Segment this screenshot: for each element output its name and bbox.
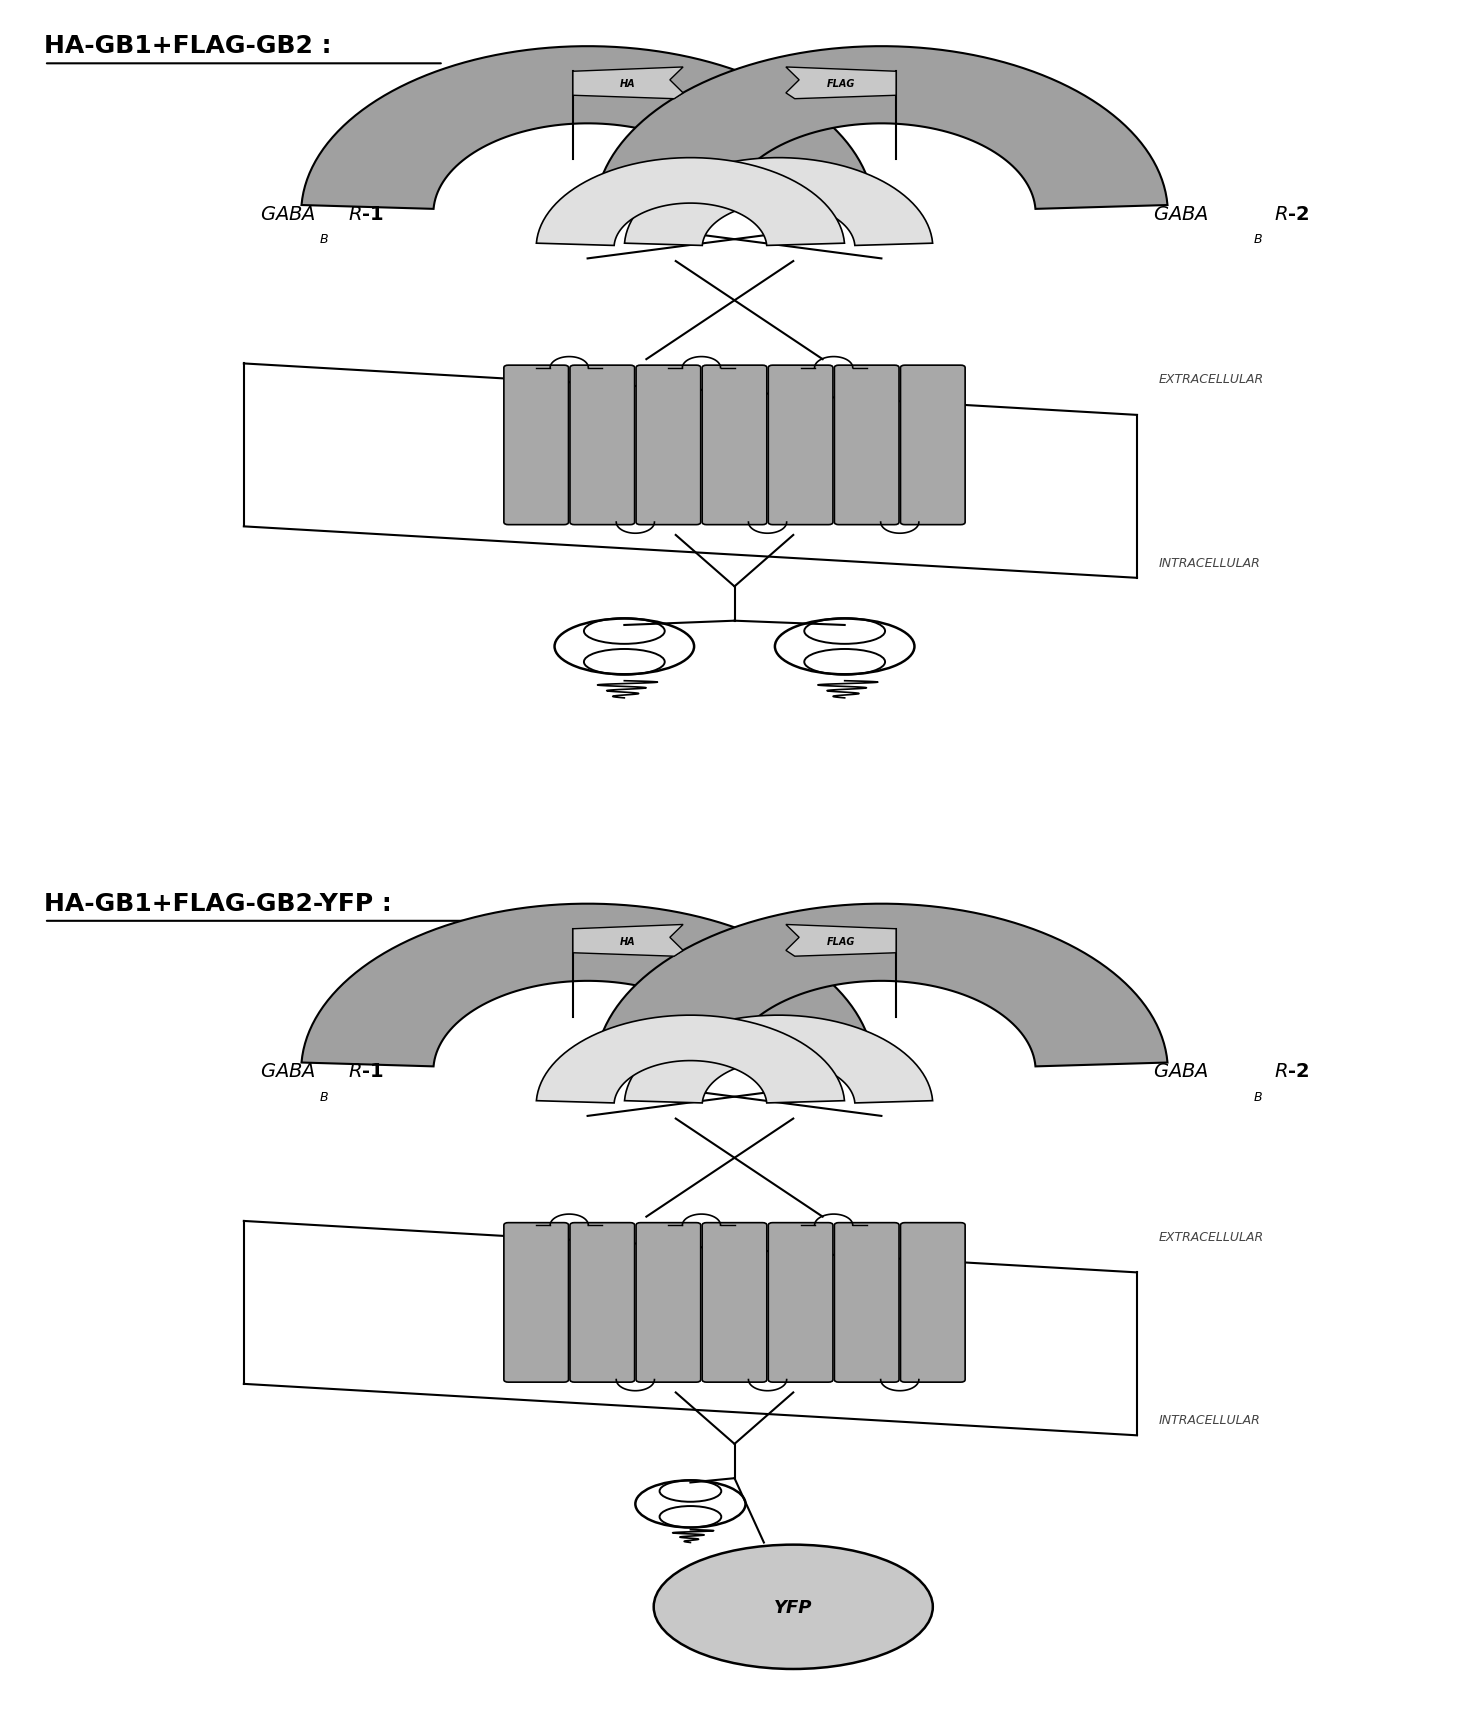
Text: FLAG: FLAG — [827, 936, 855, 946]
Text: EXTRACELLULAR: EXTRACELLULAR — [1159, 374, 1265, 386]
Text: $\mathit{GABA}$: $\mathit{GABA}$ — [260, 204, 316, 225]
Text: $\mathit{R}$-1: $\mathit{R}$-1 — [348, 1061, 383, 1082]
Polygon shape — [536, 1016, 845, 1104]
Text: $\mathit{B}$: $\mathit{B}$ — [319, 233, 329, 247]
FancyBboxPatch shape — [570, 365, 635, 524]
Text: HA-GB1+FLAG-GB2-YFP :: HA-GB1+FLAG-GB2-YFP : — [44, 891, 392, 915]
Polygon shape — [786, 926, 896, 956]
Polygon shape — [301, 905, 874, 1066]
Ellipse shape — [654, 1544, 933, 1669]
Polygon shape — [536, 159, 845, 247]
Polygon shape — [573, 926, 683, 956]
Text: INTRACELLULAR: INTRACELLULAR — [1159, 1414, 1260, 1426]
FancyBboxPatch shape — [702, 1224, 767, 1381]
Text: YFP: YFP — [774, 1597, 812, 1616]
Polygon shape — [624, 159, 933, 247]
Text: $\mathit{GABA}$: $\mathit{GABA}$ — [1153, 1061, 1209, 1082]
Polygon shape — [624, 1016, 933, 1104]
Polygon shape — [573, 69, 683, 99]
Text: HA: HA — [620, 79, 636, 89]
FancyBboxPatch shape — [768, 365, 833, 524]
Text: HA-GB1+FLAG-GB2 :: HA-GB1+FLAG-GB2 : — [44, 34, 332, 58]
FancyBboxPatch shape — [702, 365, 767, 524]
Text: $\mathit{R}$-2: $\mathit{R}$-2 — [1274, 204, 1309, 225]
FancyBboxPatch shape — [570, 1224, 635, 1381]
FancyBboxPatch shape — [636, 1224, 701, 1381]
FancyBboxPatch shape — [900, 1224, 965, 1381]
Text: $\mathit{B}$: $\mathit{B}$ — [1253, 1090, 1263, 1104]
Text: $\mathit{GABA}$: $\mathit{GABA}$ — [1153, 204, 1209, 225]
Polygon shape — [595, 905, 1168, 1066]
Polygon shape — [595, 48, 1168, 209]
FancyBboxPatch shape — [768, 1224, 833, 1381]
FancyBboxPatch shape — [636, 365, 701, 524]
Polygon shape — [301, 48, 874, 209]
Text: $\mathit{GABA}$: $\mathit{GABA}$ — [260, 1061, 316, 1082]
Text: FLAG: FLAG — [827, 79, 855, 89]
Text: EXTRACELLULAR: EXTRACELLULAR — [1159, 1231, 1265, 1243]
Text: $\mathit{B}$: $\mathit{B}$ — [1253, 233, 1263, 247]
Text: HA: HA — [620, 936, 636, 946]
Text: $\mathit{B}$: $\mathit{B}$ — [319, 1090, 329, 1104]
Text: $\mathit{R}$-2: $\mathit{R}$-2 — [1274, 1061, 1309, 1082]
FancyBboxPatch shape — [834, 1224, 899, 1381]
Text: INTRACELLULAR: INTRACELLULAR — [1159, 557, 1260, 569]
FancyBboxPatch shape — [504, 1224, 569, 1381]
FancyBboxPatch shape — [900, 365, 965, 524]
FancyBboxPatch shape — [504, 365, 569, 524]
Polygon shape — [786, 69, 896, 99]
FancyBboxPatch shape — [834, 365, 899, 524]
Text: $\mathit{R}$-1: $\mathit{R}$-1 — [348, 204, 383, 225]
